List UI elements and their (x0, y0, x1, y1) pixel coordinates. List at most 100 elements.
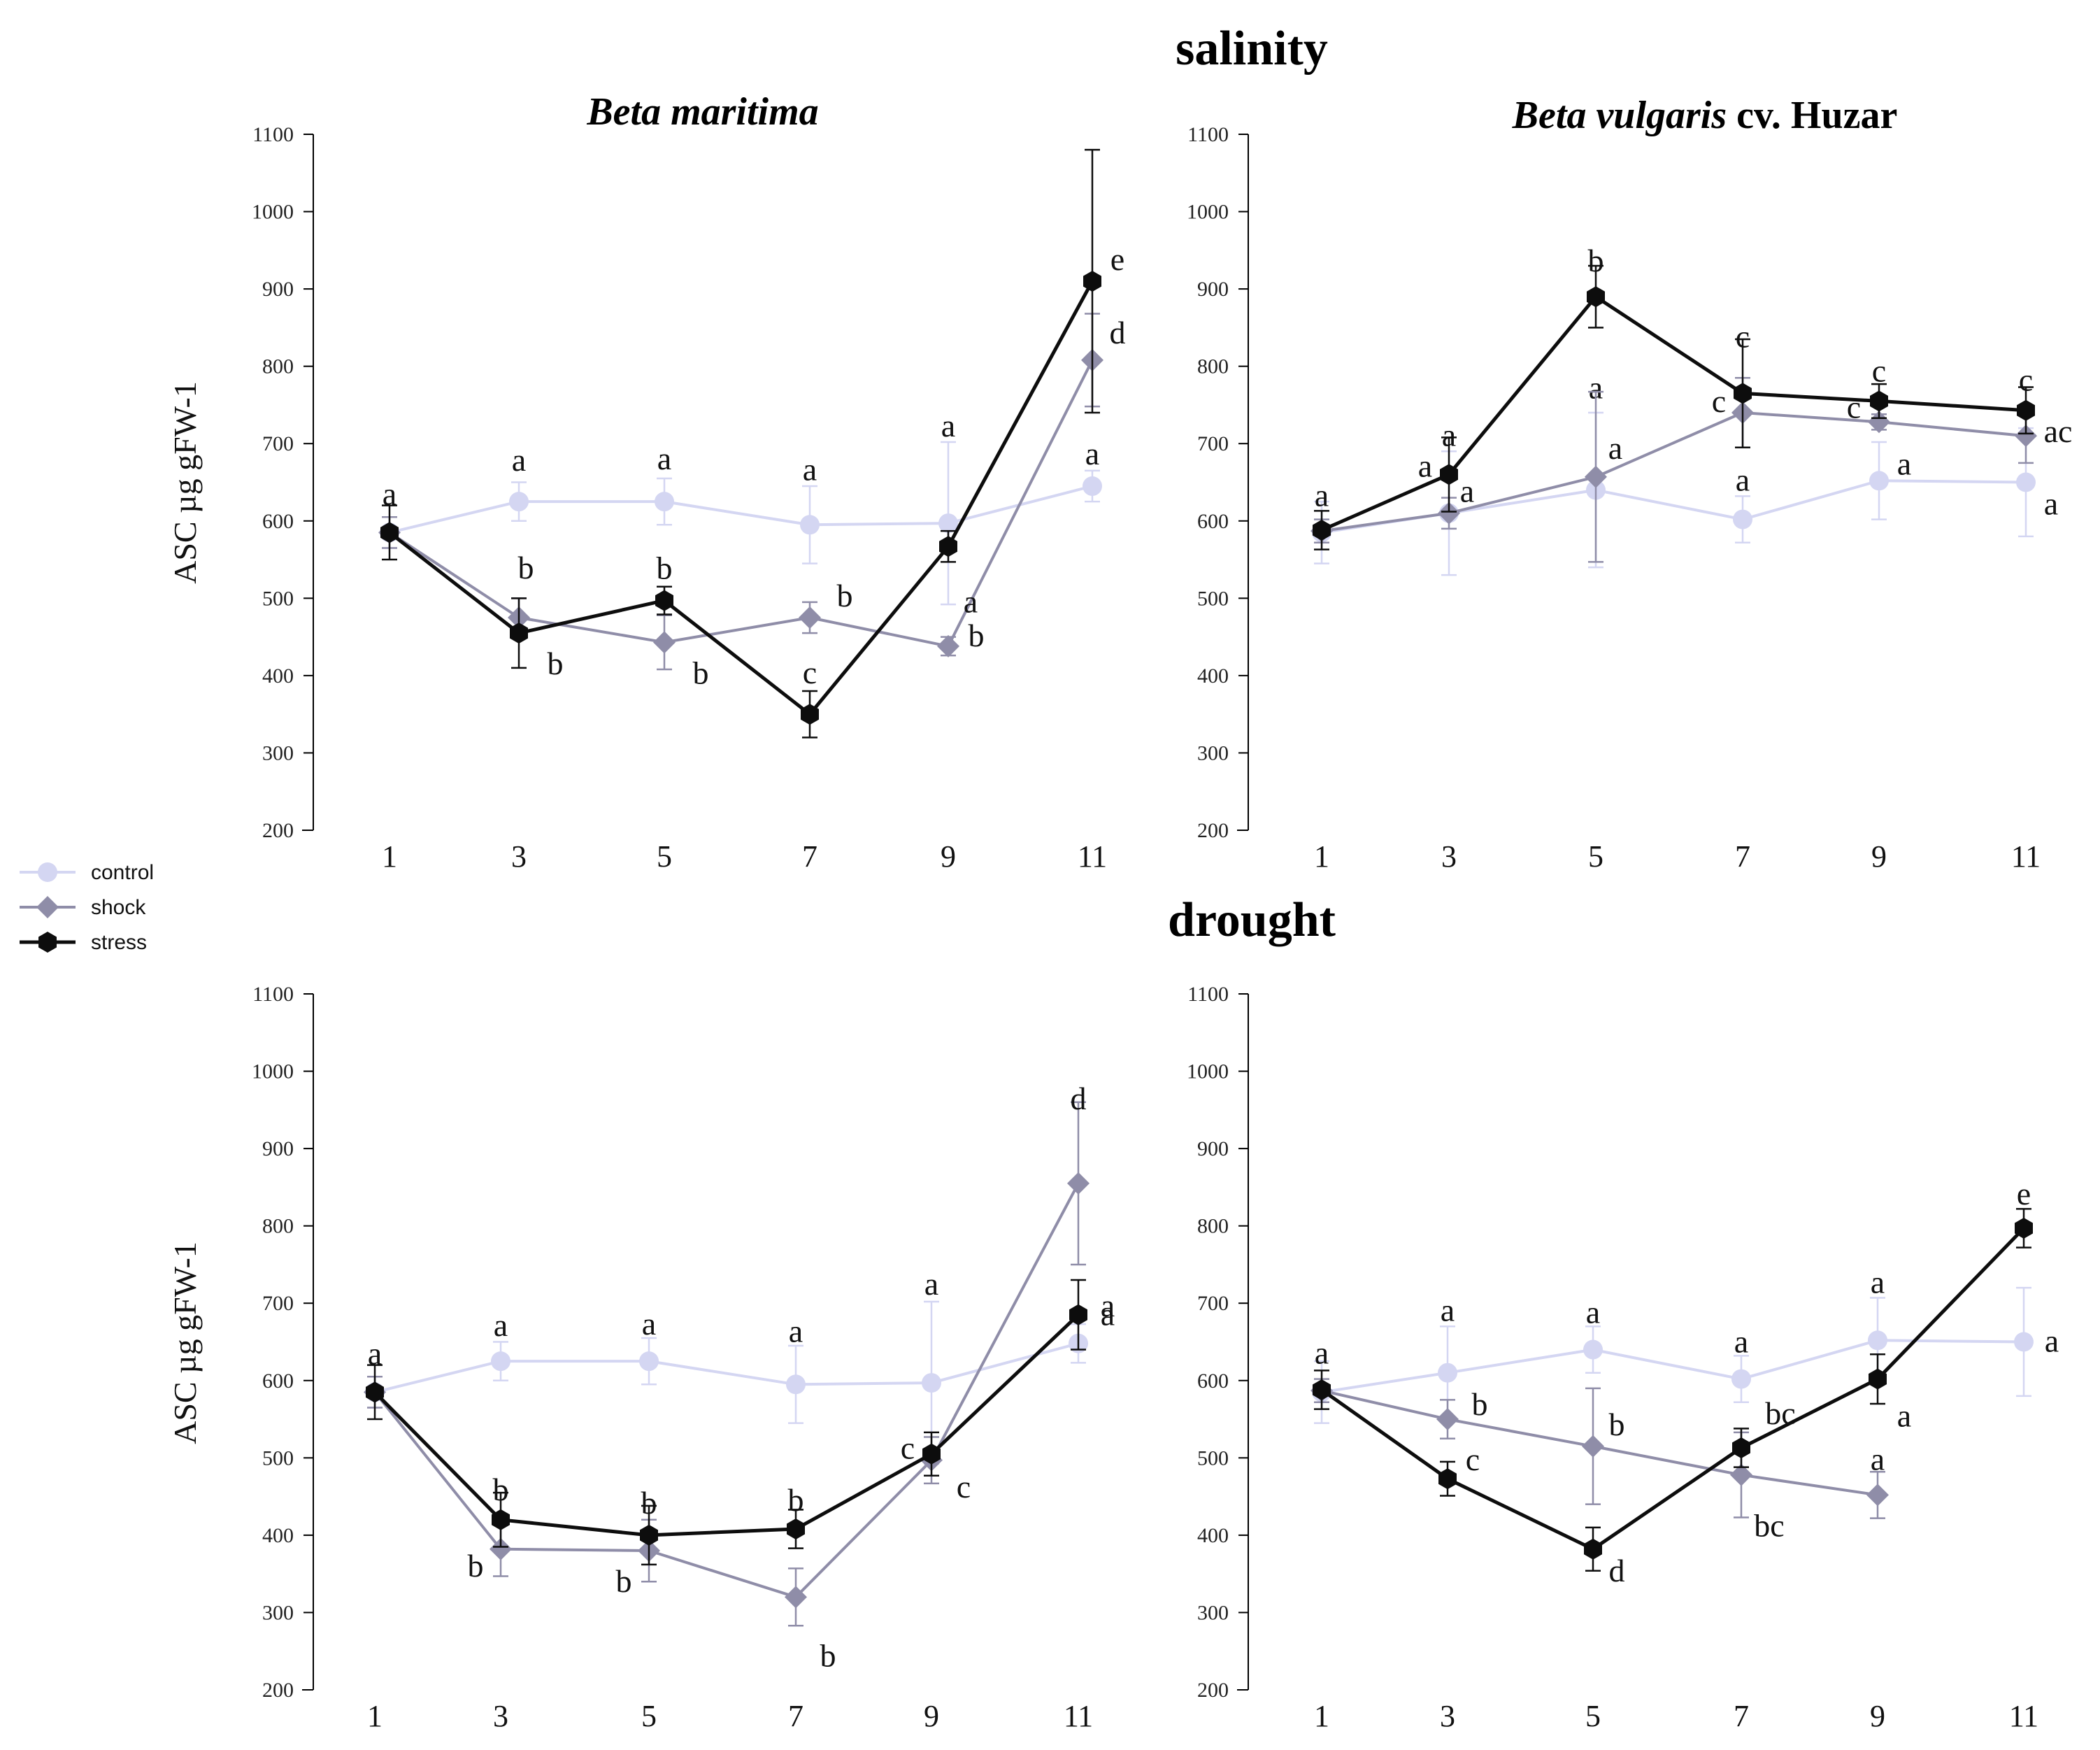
data-point-control (1869, 471, 1889, 491)
y-tick-label: 1100 (1187, 983, 1229, 1006)
significance-letter: a (1315, 1335, 1329, 1370)
data-point-shock (937, 634, 959, 657)
x-tick-label: 7 (788, 1699, 803, 1733)
y-tick-label: 1000 (252, 1060, 294, 1083)
x-tick-label: 9 (924, 1699, 939, 1733)
x-tick-label: 11 (2009, 1699, 2038, 1733)
data-point-stress (1584, 1538, 1602, 1560)
x-tick-label: 9 (941, 839, 956, 874)
data-point-shock (1868, 411, 1890, 434)
data-point-control (2016, 472, 2036, 492)
significance-letter: a (657, 441, 671, 476)
y-tick-label: 600 (262, 510, 294, 533)
series-line-control (1321, 1339, 2024, 1394)
data-point-shock (1438, 501, 1460, 525)
data-point-shock (2015, 425, 2037, 448)
y-axis-label: ASC µg gFW-1 (167, 1242, 203, 1444)
series-line-shock (373, 1182, 1080, 1599)
y-tick-label: 700 (262, 432, 294, 455)
x-tick-label: 1 (1314, 1699, 1329, 1733)
y-tick-label: 500 (1197, 1446, 1229, 1470)
panel-title-species: Beta maritima (586, 90, 818, 134)
data-point-stress (655, 590, 673, 611)
significance-letter: a (924, 1266, 938, 1302)
x-tick-label: 5 (641, 1699, 657, 1733)
y-tick-label: 1000 (1187, 201, 1229, 224)
x-tick-label: 1 (367, 1699, 383, 1733)
data-point-control (938, 513, 958, 534)
data-point-control (1083, 476, 1102, 497)
data-point-control (800, 515, 820, 535)
significance-letter: a (1897, 446, 1911, 481)
y-tick-label: 400 (262, 1524, 294, 1547)
series-line-shock (1321, 411, 2027, 533)
y-tick-label: 1000 (1187, 1060, 1229, 1083)
series-line-shock (388, 359, 1094, 648)
significance-letter: a (1897, 1398, 1911, 1434)
data-point-stress (2017, 399, 2035, 421)
y-axis-label: ASC µg gFW-1 (167, 381, 203, 584)
significance-letter: b (1609, 1407, 1625, 1442)
data-point-control (786, 1374, 806, 1395)
panel-beta-vulgaris-drought: 200 300 400 500 600 700 800 900 1000 1100 1 3 5 7 9 11 a… (1187, 983, 2059, 1733)
significance-letter: a (2045, 1323, 2059, 1359)
data-point-stress (1083, 271, 1101, 292)
significance-letter: e (2017, 1176, 2031, 1211)
data-point-stress (510, 623, 528, 644)
series-control: a a a a a a (380, 408, 1102, 606)
data-point-stress (1313, 1379, 1331, 1400)
significance-letter: a (1589, 370, 1603, 406)
y-tick-label: 300 (1197, 1601, 1229, 1624)
y-tick-label: 300 (1197, 741, 1229, 764)
y-tick-label: 1100 (1187, 123, 1229, 146)
significance-letter: b (1472, 1386, 1488, 1422)
y-tick-label: 700 (1197, 1292, 1229, 1315)
significance-letter: a (1418, 448, 1432, 483)
data-point-shock (1866, 1484, 1889, 1507)
series-line-stress (388, 280, 1094, 716)
significance-letter: c (1872, 353, 1886, 388)
y-tick-label: 400 (1197, 664, 1229, 688)
significance-letter: c (901, 1430, 915, 1466)
data-point-stress (1438, 1468, 1457, 1490)
panel-title-cultivar: cv. Huzar (1727, 94, 1897, 137)
significance-letter: c (1466, 1442, 1480, 1477)
data-point-shock (1585, 465, 1607, 488)
significance-letter: b (641, 1485, 657, 1521)
significance-letter: a (2044, 486, 2058, 522)
significance-letter: a (494, 1307, 508, 1343)
x-tick-label: 3 (1441, 839, 1457, 874)
significance-letter: a (1871, 1264, 1885, 1300)
data-point-shock (1582, 1435, 1604, 1458)
y-tick-label: 1000 (252, 201, 294, 224)
y-tick-label: 800 (262, 355, 294, 378)
significance-letter: e (1110, 241, 1124, 277)
data-point-control (1868, 1330, 1887, 1351)
data-point-stress (1440, 464, 1458, 485)
y-tick-label: 400 (262, 664, 294, 688)
panel-title: Beta vulgaris cv. Huzar (1512, 94, 1898, 137)
significance-letter: a (1101, 1297, 1115, 1332)
y-tick-label: 500 (262, 587, 294, 610)
series-line-stress (373, 1313, 1080, 1537)
legend-marker-control (38, 862, 57, 882)
series-control: a a a a a a (1312, 1264, 2059, 1424)
significance-letter: a (803, 451, 817, 487)
x-tick-label: 7 (1735, 839, 1750, 874)
x-tick-label: 9 (1870, 1699, 1885, 1733)
significance-letter: b (548, 646, 564, 681)
significance-letter: b (518, 550, 534, 585)
significance-letter: a (1101, 1288, 1115, 1323)
data-point-control (1438, 1363, 1457, 1383)
data-point-stress (380, 522, 399, 543)
section-title-drought: drought (1168, 893, 1336, 947)
panel-beta-maritima-drought: 200 300 400 500 600 700 800 900 1000 1100 1 3 5 7 9 11 A… (167, 983, 1115, 1733)
data-point-stress (1869, 1368, 1887, 1390)
y-tick-label: 800 (1197, 1215, 1229, 1238)
panel-title-species: Beta vulgaris (1512, 94, 1727, 137)
significance-letter: b (468, 1548, 484, 1584)
data-point-shock (490, 1537, 512, 1560)
y-tick-label: 200 (262, 1679, 294, 1702)
